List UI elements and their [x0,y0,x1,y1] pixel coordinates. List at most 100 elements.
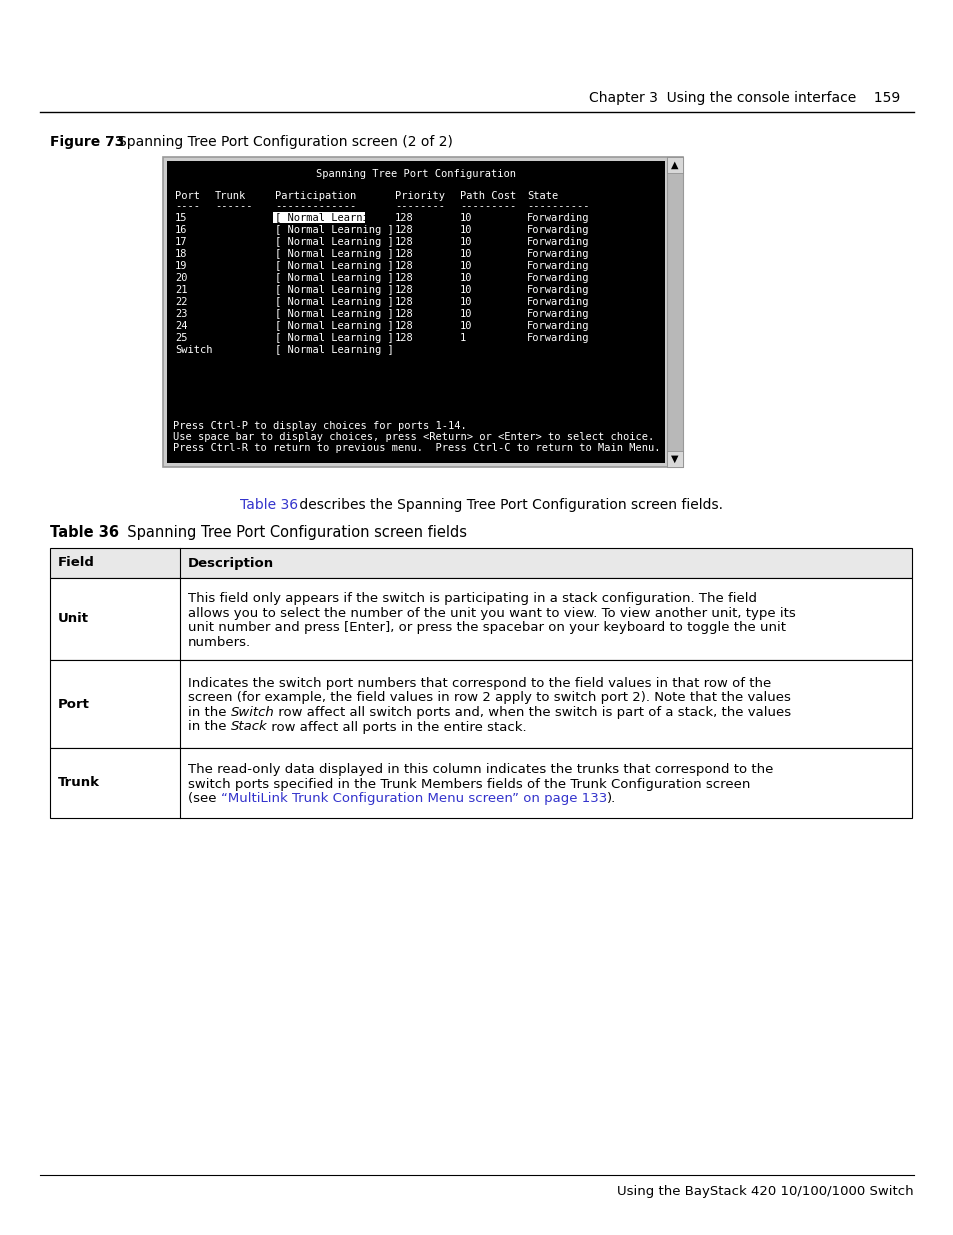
Text: 10: 10 [459,273,472,283]
Text: Forwarding: Forwarding [526,237,589,247]
Text: 128: 128 [395,261,414,270]
Text: screen (for example, the field values in row 2 apply to switch port 2). Note tha: screen (for example, the field values in… [188,692,790,704]
Text: Switch: Switch [174,345,213,354]
Text: [ Normal Learning ]: [ Normal Learning ] [274,345,394,354]
Text: Press Ctrl-P to display choices for ports 1-14.: Press Ctrl-P to display choices for port… [172,421,466,431]
Text: Field: Field [58,557,94,569]
Text: [ Normal Learning ]: [ Normal Learning ] [274,309,394,319]
Text: 25: 25 [174,333,188,343]
Text: 10: 10 [459,321,472,331]
Text: State: State [526,191,558,201]
Text: 19: 19 [174,261,188,270]
Text: Forwarding: Forwarding [526,212,589,224]
Text: 22: 22 [174,296,188,308]
Text: Table 36: Table 36 [50,525,119,540]
Text: ----: ---- [174,201,200,211]
Text: Forwarding: Forwarding [526,321,589,331]
Text: 10: 10 [459,237,472,247]
Text: Forwarding: Forwarding [526,296,589,308]
Text: 20: 20 [174,273,188,283]
Text: Port: Port [58,698,90,710]
Text: This field only appears if the switch is participating in a stack configuration.: This field only appears if the switch is… [188,592,757,605]
Text: Using the BayStack 420 10/100/1000 Switch: Using the BayStack 420 10/100/1000 Switc… [617,1186,913,1198]
Text: 10: 10 [459,296,472,308]
Text: 128: 128 [395,309,414,319]
Text: Forwarding: Forwarding [526,333,589,343]
Text: Forwarding: Forwarding [526,285,589,295]
Text: [ Normal Learning ]: [ Normal Learning ] [274,225,394,235]
Text: allows you to select the number of the unit you want to view. To view another un: allows you to select the number of the u… [188,606,795,620]
Text: 23: 23 [174,309,188,319]
Text: Switch: Switch [231,706,274,719]
Text: ▲: ▲ [671,161,678,170]
Text: Forwarding: Forwarding [526,309,589,319]
Text: 16: 16 [174,225,188,235]
Text: [ Normal Learning ]: [ Normal Learning ] [274,333,394,343]
Text: 10: 10 [459,212,472,224]
Text: row affect all switch ports and, when the switch is part of a stack, the values: row affect all switch ports and, when th… [274,706,791,719]
Text: ----------: ---------- [526,201,589,211]
Text: Spanning Tree Port Configuration screen (2 of 2): Spanning Tree Port Configuration screen … [118,135,453,149]
Text: [ Normal Learning ]: [ Normal Learning ] [274,249,394,259]
Text: in the: in the [188,720,231,734]
Text: Stack: Stack [231,720,267,734]
Text: Press Ctrl-R to return to previous menu.  Press Ctrl-C to return to Main Menu.: Press Ctrl-R to return to previous menu.… [172,443,659,453]
Bar [666,157,682,173]
Text: Priority: Priority [395,191,444,201]
Text: unit number and press [Enter], or press the spacebar on your keyboard to toggle : unit number and press [Enter], or press … [188,621,785,634]
Text: 10: 10 [459,261,472,270]
Text: Spanning Tree Port Configuration: Spanning Tree Port Configuration [315,169,516,179]
Text: --------: -------- [395,201,444,211]
Text: [ Normal Learning ]: [ Normal Learning ] [274,296,394,308]
Text: Table 36: Table 36 [240,498,297,513]
Bar [666,157,682,467]
Text: 128: 128 [395,321,414,331]
Bar [273,212,365,224]
Text: Forwarding: Forwarding [526,261,589,270]
Text: 128: 128 [395,333,414,343]
Text: Forwarding: Forwarding [526,273,589,283]
Text: [ Normal Learning ]: [ Normal Learning ] [274,212,394,224]
Text: Figure 73: Figure 73 [50,135,124,149]
Text: in the: in the [188,706,231,719]
Text: [ Normal Learning ]: [ Normal Learning ] [274,273,394,283]
Text: 128: 128 [395,273,414,283]
Text: “MultiLink Trunk Configuration Menu screen” on page 133: “MultiLink Trunk Configuration Menu scre… [220,792,606,805]
Text: Port: Port [174,191,200,201]
Bar [167,161,664,463]
Text: [ Normal Learning ]: [ Normal Learning ] [274,321,394,331]
Text: [ Normal Learning ]: [ Normal Learning ] [274,261,394,270]
Text: ▼: ▼ [671,454,678,464]
Text: 128: 128 [395,225,414,235]
Text: 18: 18 [174,249,188,259]
Text: switch ports specified in the Trunk Members fields of the Trunk Configuration sc: switch ports specified in the Trunk Memb… [188,778,750,790]
Text: Forwarding: Forwarding [526,225,589,235]
Text: Trunk: Trunk [214,191,246,201]
Text: 1: 1 [459,333,466,343]
Text: ------: ------ [214,201,253,211]
Text: 10: 10 [459,285,472,295]
Text: (see: (see [188,792,220,805]
Text: Participation: Participation [274,191,355,201]
Text: Chapter 3  Using the console interface    159: Chapter 3 Using the console interface 15… [588,91,899,105]
Text: Indicates the switch port numbers that correspond to the field values in that ro: Indicates the switch port numbers that c… [188,677,770,690]
Text: 10: 10 [459,225,472,235]
Bar [50,748,911,818]
Text: [ Normal Learning ]: [ Normal Learning ] [274,285,394,295]
Text: Use space bar to display choices, press <Return> or <Enter> to select choice.: Use space bar to display choices, press … [172,432,654,442]
Bar [666,451,682,467]
Text: Description: Description [188,557,274,569]
Text: ---------: --------- [459,201,516,211]
Text: numbers.: numbers. [188,636,251,648]
Bar [50,578,911,659]
Text: 128: 128 [395,296,414,308]
Bar [50,548,911,578]
Text: 17: 17 [174,237,188,247]
Text: 10: 10 [459,309,472,319]
Text: Trunk: Trunk [58,777,100,789]
Text: The read-only data displayed in this column indicates the trunks that correspond: The read-only data displayed in this col… [188,763,773,777]
Text: Spanning Tree Port Configuration screen fields: Spanning Tree Port Configuration screen … [118,525,467,540]
Text: row affect all ports in the entire stack.: row affect all ports in the entire stack… [267,720,526,734]
Bar [163,157,682,467]
Text: describes the Spanning Tree Port Configuration screen fields.: describes the Spanning Tree Port Configu… [294,498,722,513]
